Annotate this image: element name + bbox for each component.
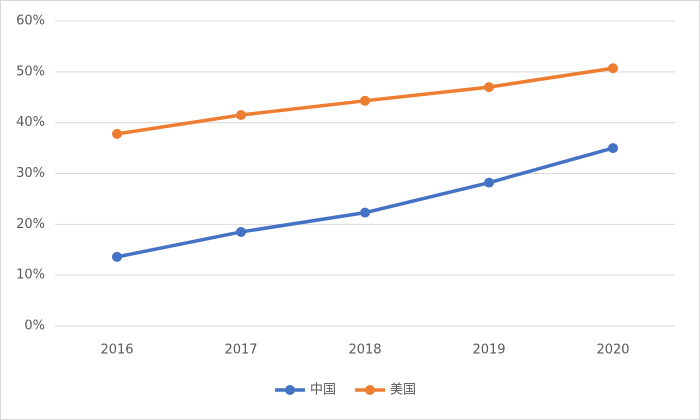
x-tick-label: 2018 (348, 343, 381, 358)
legend-label: 美国 (390, 383, 416, 398)
y-tick-label: 10% (16, 268, 45, 283)
legend-marker (285, 385, 295, 395)
x-tick-label: 2017 (224, 343, 257, 358)
y-tick-label: 30% (16, 166, 45, 181)
data-point (484, 177, 494, 188)
data-point (608, 63, 618, 74)
y-tick-label: 60% (16, 14, 45, 29)
data-point (360, 95, 370, 106)
data-point (236, 110, 246, 121)
data-point (112, 251, 122, 262)
legend-marker (365, 385, 375, 395)
data-point (608, 143, 618, 154)
x-tick-label: 2020 (596, 343, 629, 358)
y-tick-label: 0% (24, 319, 45, 334)
data-point (112, 128, 122, 139)
data-point (236, 226, 246, 237)
x-tick-label: 2016 (100, 343, 133, 358)
data-point (360, 207, 370, 218)
legend-label: 中国 (310, 383, 336, 398)
y-tick-label: 20% (16, 217, 45, 232)
y-tick-label: 50% (16, 64, 45, 79)
y-tick-label: 40% (16, 115, 45, 130)
data-point (484, 82, 494, 93)
x-tick-label: 2019 (472, 343, 505, 358)
